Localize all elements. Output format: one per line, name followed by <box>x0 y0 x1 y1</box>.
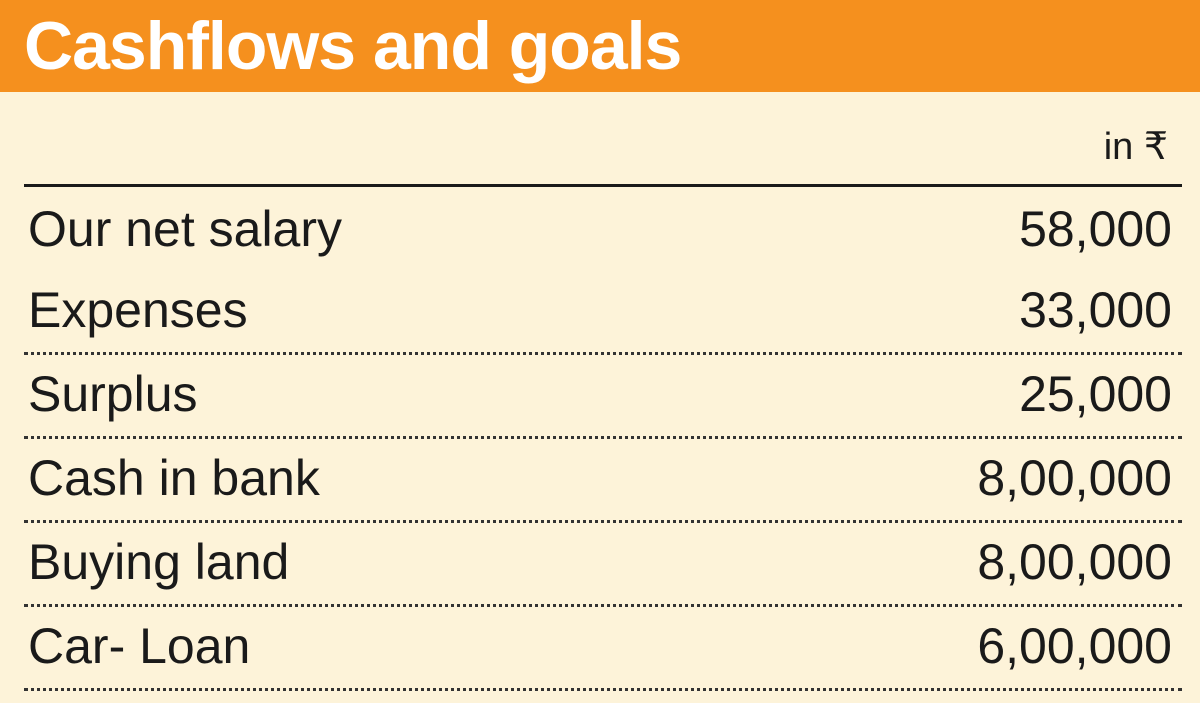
row-value: 8,00,000 <box>977 534 1172 590</box>
row-label: Buying land <box>28 534 290 590</box>
row-label: Expenses <box>28 282 248 338</box>
row-label: Our net salary <box>28 201 343 257</box>
page-title: Cashflows and goals <box>24 8 682 84</box>
row-value: 33,000 <box>1019 282 1172 338</box>
row-label: Cash in bank <box>28 450 320 506</box>
row-label: Car- Loan <box>28 618 251 674</box>
row-value: 6,00,000 <box>977 618 1172 674</box>
row-label: Surplus <box>28 366 198 422</box>
row-value: 58,000 <box>1019 201 1172 257</box>
title-banner: Cashflows and goals <box>0 0 1200 92</box>
row-value: 8,00,000 <box>977 450 1172 506</box>
table-row: Expenses 33,000 <box>24 271 1182 355</box>
table-row: Cash in bank 8,00,000 <box>24 439 1182 523</box>
unit-label: in ₹ <box>1103 126 1168 168</box>
table-row: Surplus 25,000 <box>24 355 1182 439</box>
table-row: Car- Loan 6,00,000 <box>24 607 1182 691</box>
cashflow-table: Our net salary 58,000 Expenses 33,000 Su… <box>24 184 1182 691</box>
table-row: Our net salary 58,000 <box>24 187 1182 271</box>
row-value: 25,000 <box>1019 366 1172 422</box>
table-row: Buying land 8,00,000 <box>24 523 1182 607</box>
